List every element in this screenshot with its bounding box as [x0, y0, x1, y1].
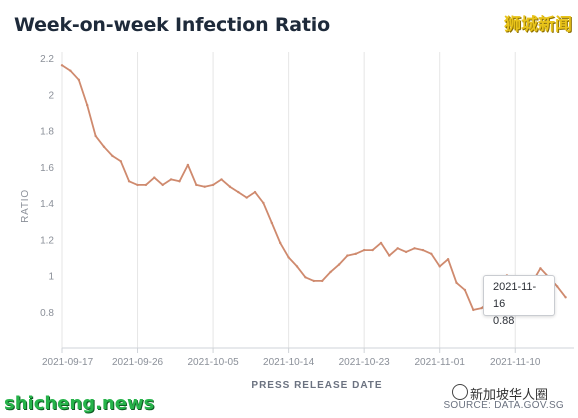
data-point[interactable]	[136, 183, 139, 187]
data-point[interactable]	[312, 279, 315, 283]
watermark-top-right: 狮城新闻	[504, 15, 572, 35]
data-point[interactable]	[379, 241, 383, 245]
data-point[interactable]	[446, 258, 450, 261]
watermark-bottom-right: 新加坡华人圈	[470, 388, 549, 403]
data-points	[60, 64, 567, 312]
data-point[interactable]	[253, 190, 257, 194]
data-point[interactable]	[60, 64, 64, 67]
data-point[interactable]	[203, 185, 206, 188]
x-tick-label: 2021-11-10	[490, 357, 541, 368]
data-point[interactable]	[287, 256, 290, 259]
data-point[interactable]	[321, 279, 324, 283]
data-point[interactable]	[413, 247, 416, 250]
tooltip-date: 2021-11-16	[493, 281, 537, 310]
x-tick-label: 2021-09-17	[42, 357, 94, 368]
data-point[interactable]	[77, 78, 81, 82]
data-point[interactable]	[539, 267, 542, 270]
y-tick-label: 1.2	[40, 235, 54, 246]
data-point[interactable]	[186, 163, 190, 167]
data-point[interactable]	[237, 190, 240, 194]
data-point[interactable]	[161, 183, 164, 187]
x-tick-labels: 2021-09-17 2021-09-26 2021-10-05 2021-10-14…	[42, 357, 541, 368]
data-tooltip: 2021-11-16 0.88	[483, 275, 555, 327]
tooltip-value: 0.88	[493, 315, 515, 327]
y-tick-label: 0.8	[40, 308, 54, 319]
data-point[interactable]	[337, 263, 341, 266]
data-point[interactable]	[228, 185, 232, 188]
y-tick-labels: 0.8 1 1.2 1.4 1.6 1.8 2 2.2	[40, 54, 54, 319]
data-point[interactable]	[94, 134, 97, 138]
x-tick-label: 2021-11-01	[414, 357, 465, 368]
data-point[interactable]	[329, 270, 332, 274]
data-point[interactable]	[111, 154, 114, 158]
data-point[interactable]	[556, 285, 559, 288]
data-point[interactable]	[396, 247, 399, 250]
data-point[interactable]	[463, 288, 467, 292]
data-point[interactable]	[153, 176, 156, 179]
data-point[interactable]	[430, 252, 433, 255]
data-point[interactable]	[211, 183, 215, 187]
data-point[interactable]	[438, 265, 441, 268]
data-point[interactable]	[220, 178, 223, 181]
data-point[interactable]	[564, 296, 567, 299]
data-point[interactable]	[195, 183, 198, 187]
data-point[interactable]	[127, 180, 131, 183]
watermark-bottom-left: shicheng.news	[4, 393, 155, 414]
data-point[interactable]	[144, 183, 148, 187]
data-point[interactable]	[363, 248, 366, 252]
data-point[interactable]	[295, 265, 299, 268]
data-point[interactable]	[270, 221, 273, 225]
wechat-logo-icon	[452, 384, 468, 400]
data-point[interactable]	[86, 103, 89, 107]
y-tick-label: 2	[48, 90, 54, 101]
data-point[interactable]	[455, 281, 458, 284]
y-axis-label: RATIO	[20, 189, 31, 223]
data-point[interactable]	[69, 69, 72, 72]
y-tick-label: 1.4	[40, 199, 54, 210]
x-tick-label: 2021-10-05	[188, 357, 240, 368]
y-tick-label: 1	[48, 272, 54, 283]
x-tick-label: 2021-10-23	[339, 357, 391, 368]
data-point[interactable]	[421, 248, 425, 252]
data-point[interactable]	[178, 180, 181, 183]
data-point[interactable]	[371, 248, 374, 252]
data-point[interactable]	[354, 252, 357, 255]
data-point[interactable]	[119, 160, 123, 163]
x-tick-label: 2021-09-26	[112, 357, 164, 368]
y-tick-label: 1.8	[40, 127, 54, 138]
data-point[interactable]	[388, 254, 391, 257]
source-note: SOURCE: DATA.GOV.SG	[443, 400, 564, 411]
data-point[interactable]	[404, 250, 408, 254]
y-tick-label: 1.6	[40, 163, 54, 174]
data-point[interactable]	[304, 276, 307, 279]
data-point[interactable]	[102, 145, 106, 148]
chart-title: Week-on-week Infection Ratio	[14, 14, 330, 36]
x-axis-label: PRESS RELEASE DATE	[251, 380, 382, 391]
data-point[interactable]	[472, 308, 475, 312]
data-point[interactable]	[245, 196, 248, 199]
x-tick-label: 2021-10-14	[263, 357, 315, 368]
y-tick-label: 2.2	[40, 54, 54, 65]
grid-layer	[61, 52, 516, 353]
data-point[interactable]	[346, 254, 349, 257]
data-point[interactable]	[262, 201, 265, 205]
data-point[interactable]	[480, 306, 483, 310]
data-point[interactable]	[279, 241, 282, 245]
data-point[interactable]	[169, 178, 173, 181]
